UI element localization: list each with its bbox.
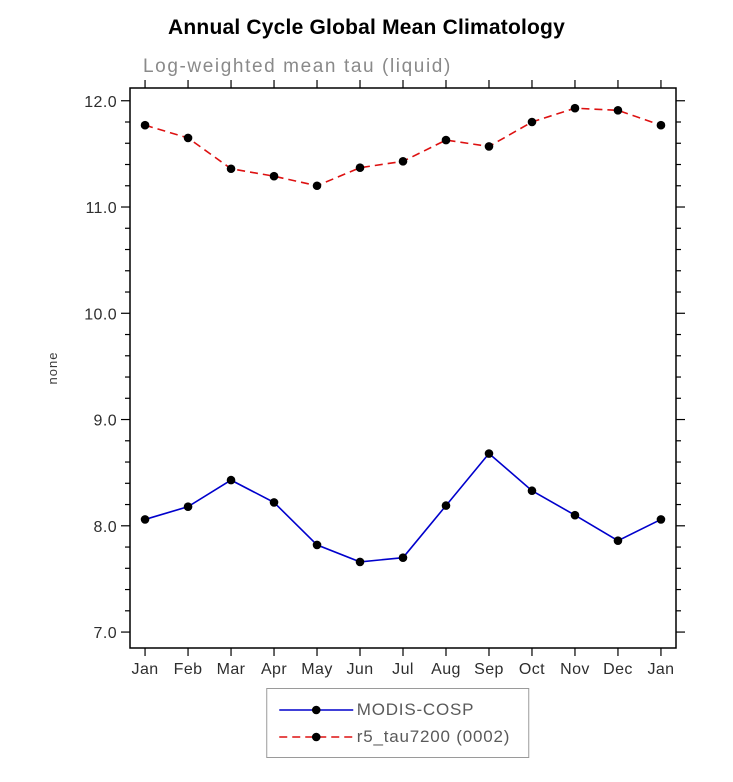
- x-axis: Jan Feb Mar Apr May Jun Jul Aug Sep Oct Nov Dec Jan: [132, 80, 674, 678]
- y-tick-label: 12.0: [84, 94, 117, 111]
- x-tick-label: Nov: [560, 661, 590, 678]
- x-tick-label: Jan: [647, 661, 674, 678]
- x-tick-label: Apr: [261, 661, 287, 678]
- x-tick-label: Mar: [217, 661, 246, 678]
- x-tick-label: Aug: [431, 661, 461, 678]
- legend-box: MODIS-COSP r5_tau7200 (0002): [265, 688, 530, 758]
- y-tick-label: 9.0: [94, 413, 117, 430]
- legend-item-modis-cosp: MODIS-COSP: [277, 696, 511, 723]
- plot-frame: [129, 87, 677, 649]
- x-tick-label: Feb: [174, 661, 203, 678]
- legend-line-sample-solid: [278, 705, 353, 714]
- x-tick-label: Oct: [519, 661, 545, 678]
- y-tick-label: 7.0: [94, 625, 117, 642]
- x-tick-label: Sep: [474, 661, 504, 678]
- x-tick-label: Jan: [132, 661, 159, 678]
- legend-item-r5-tau7200: r5_tau7200 (0002): [277, 723, 511, 750]
- y-tick-label: 10.0: [84, 306, 117, 323]
- x-tick-label: Jun: [347, 661, 374, 678]
- y-axis: 7.0 8.0 9.0 10.0 11.0 12.0: [84, 94, 685, 642]
- chart-title: Annual Cycle Global Mean Climatology: [168, 16, 565, 39]
- y-tick-label: 11.0: [85, 200, 117, 217]
- series-line-1: [144, 107, 662, 187]
- x-tick-label: May: [301, 661, 332, 678]
- series-markers-0: [140, 449, 666, 567]
- legend-label: r5_tau7200 (0002): [356, 726, 511, 746]
- x-tick-label: Jul: [392, 661, 414, 678]
- chart-subtitle: Log-weighted mean tau (liquid): [143, 56, 452, 77]
- series-line-0: [144, 452, 662, 563]
- legend-line-sample-dashed: [278, 732, 353, 741]
- x-tick-label: Dec: [603, 661, 633, 678]
- y-tick-label: 8.0: [94, 519, 117, 536]
- legend-label: MODIS-COSP: [356, 699, 475, 719]
- y-axis-label: none: [45, 352, 60, 385]
- series-markers-1: [140, 103, 666, 191]
